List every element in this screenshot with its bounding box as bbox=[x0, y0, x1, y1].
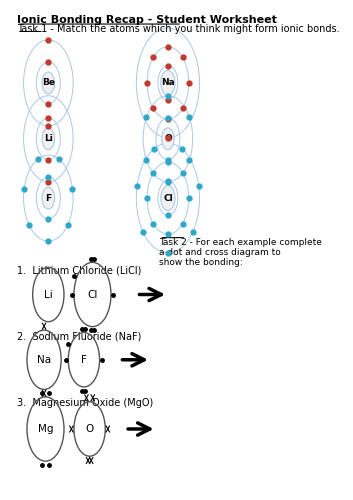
Text: O: O bbox=[164, 134, 172, 143]
Circle shape bbox=[42, 72, 55, 94]
Text: Li: Li bbox=[44, 290, 53, 300]
Text: F: F bbox=[81, 355, 87, 365]
Text: 1.  Lithium Chloride (LiCl): 1. Lithium Chloride (LiCl) bbox=[17, 266, 142, 276]
Circle shape bbox=[42, 187, 55, 209]
Circle shape bbox=[162, 128, 174, 150]
Text: 2.  Sodium Fluoride (NaF): 2. Sodium Fluoride (NaF) bbox=[17, 331, 142, 341]
Text: O: O bbox=[85, 424, 94, 434]
Text: Li: Li bbox=[44, 134, 53, 143]
Text: Cl: Cl bbox=[163, 194, 173, 202]
Text: 3.  Magnesium Oxide (MgO): 3. Magnesium Oxide (MgO) bbox=[17, 398, 153, 408]
Text: Na: Na bbox=[161, 78, 175, 88]
Text: Ionic Bonding Recap - Student Worksheet: Ionic Bonding Recap - Student Worksheet bbox=[17, 15, 277, 25]
Text: Task 2 - For each example complete
a dot and cross diagram to
show the bonding:: Task 2 - For each example complete a dot… bbox=[159, 238, 322, 268]
Text: Be: Be bbox=[42, 78, 55, 88]
Text: F: F bbox=[45, 194, 52, 202]
Text: Na: Na bbox=[37, 355, 51, 365]
Circle shape bbox=[161, 186, 175, 210]
Circle shape bbox=[42, 128, 55, 150]
Circle shape bbox=[161, 70, 175, 95]
Text: Mg: Mg bbox=[38, 424, 53, 434]
Text: Cl: Cl bbox=[87, 290, 98, 300]
Text: Task 1 - Match the atoms which you think might form ionic bonds.: Task 1 - Match the atoms which you think… bbox=[17, 24, 340, 34]
